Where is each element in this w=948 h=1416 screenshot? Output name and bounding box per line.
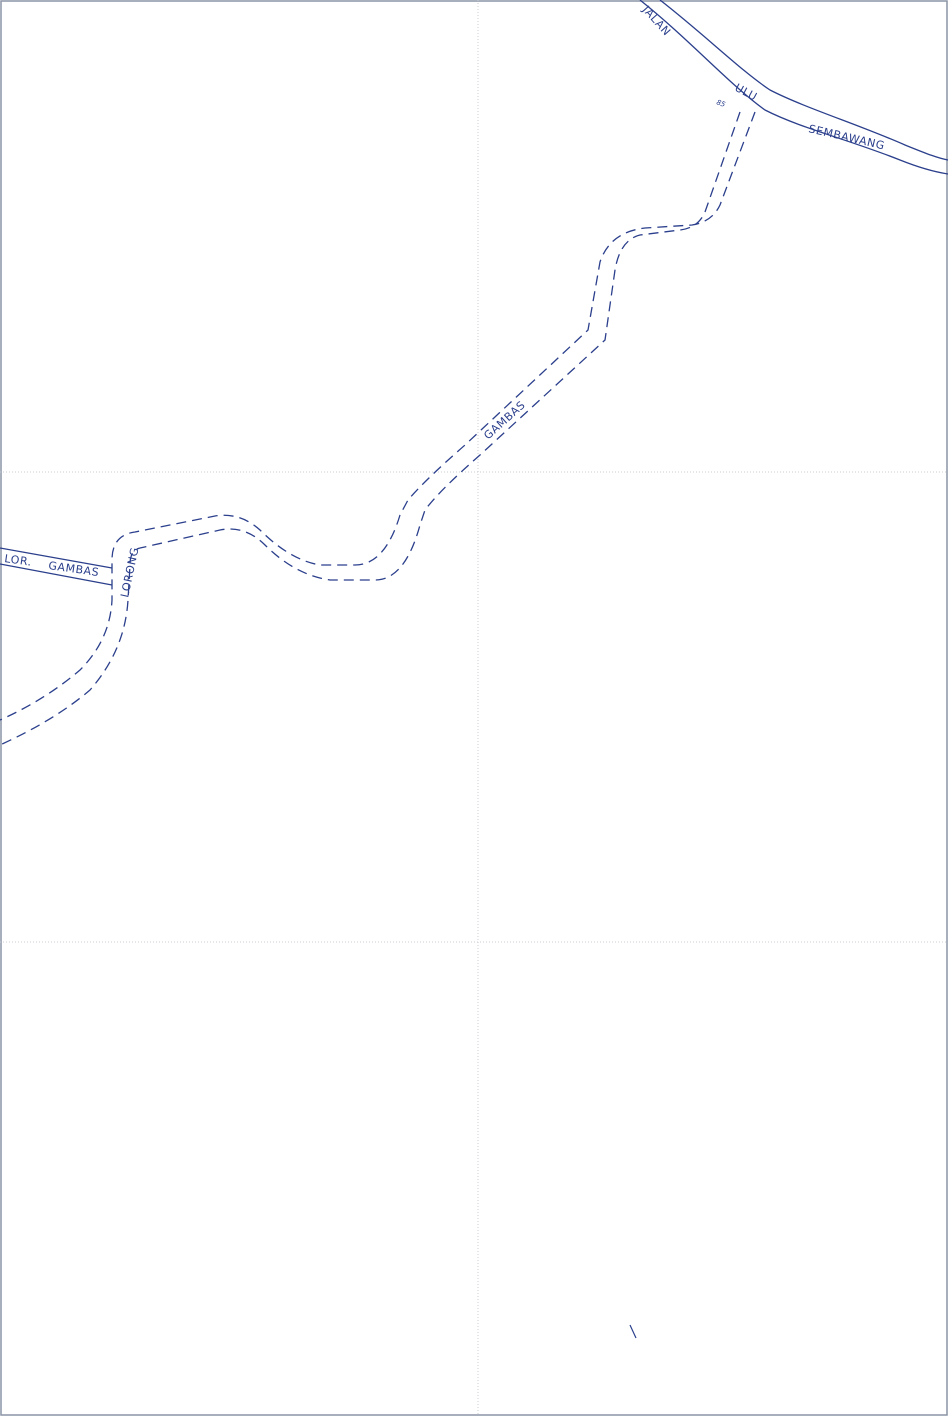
label-ulu: ULU xyxy=(733,81,760,104)
label-lor: LOR. xyxy=(4,552,33,569)
road-jalan-ulu-sembawang[interactable] xyxy=(639,0,948,175)
label-lorong: LORONG xyxy=(118,546,141,599)
label-sembawang: SEMBAWANG xyxy=(807,122,886,152)
label-jalan: JALAN xyxy=(639,3,673,39)
label-route-number: 85 xyxy=(715,98,727,109)
stray-mark xyxy=(629,1324,637,1339)
road-lorong-gambas[interactable] xyxy=(0,111,756,746)
label-gambas-main: GAMBAS xyxy=(481,398,528,442)
road-lor-gambas[interactable] xyxy=(0,547,113,586)
label-lor-gambas: GAMBAS xyxy=(48,559,101,579)
